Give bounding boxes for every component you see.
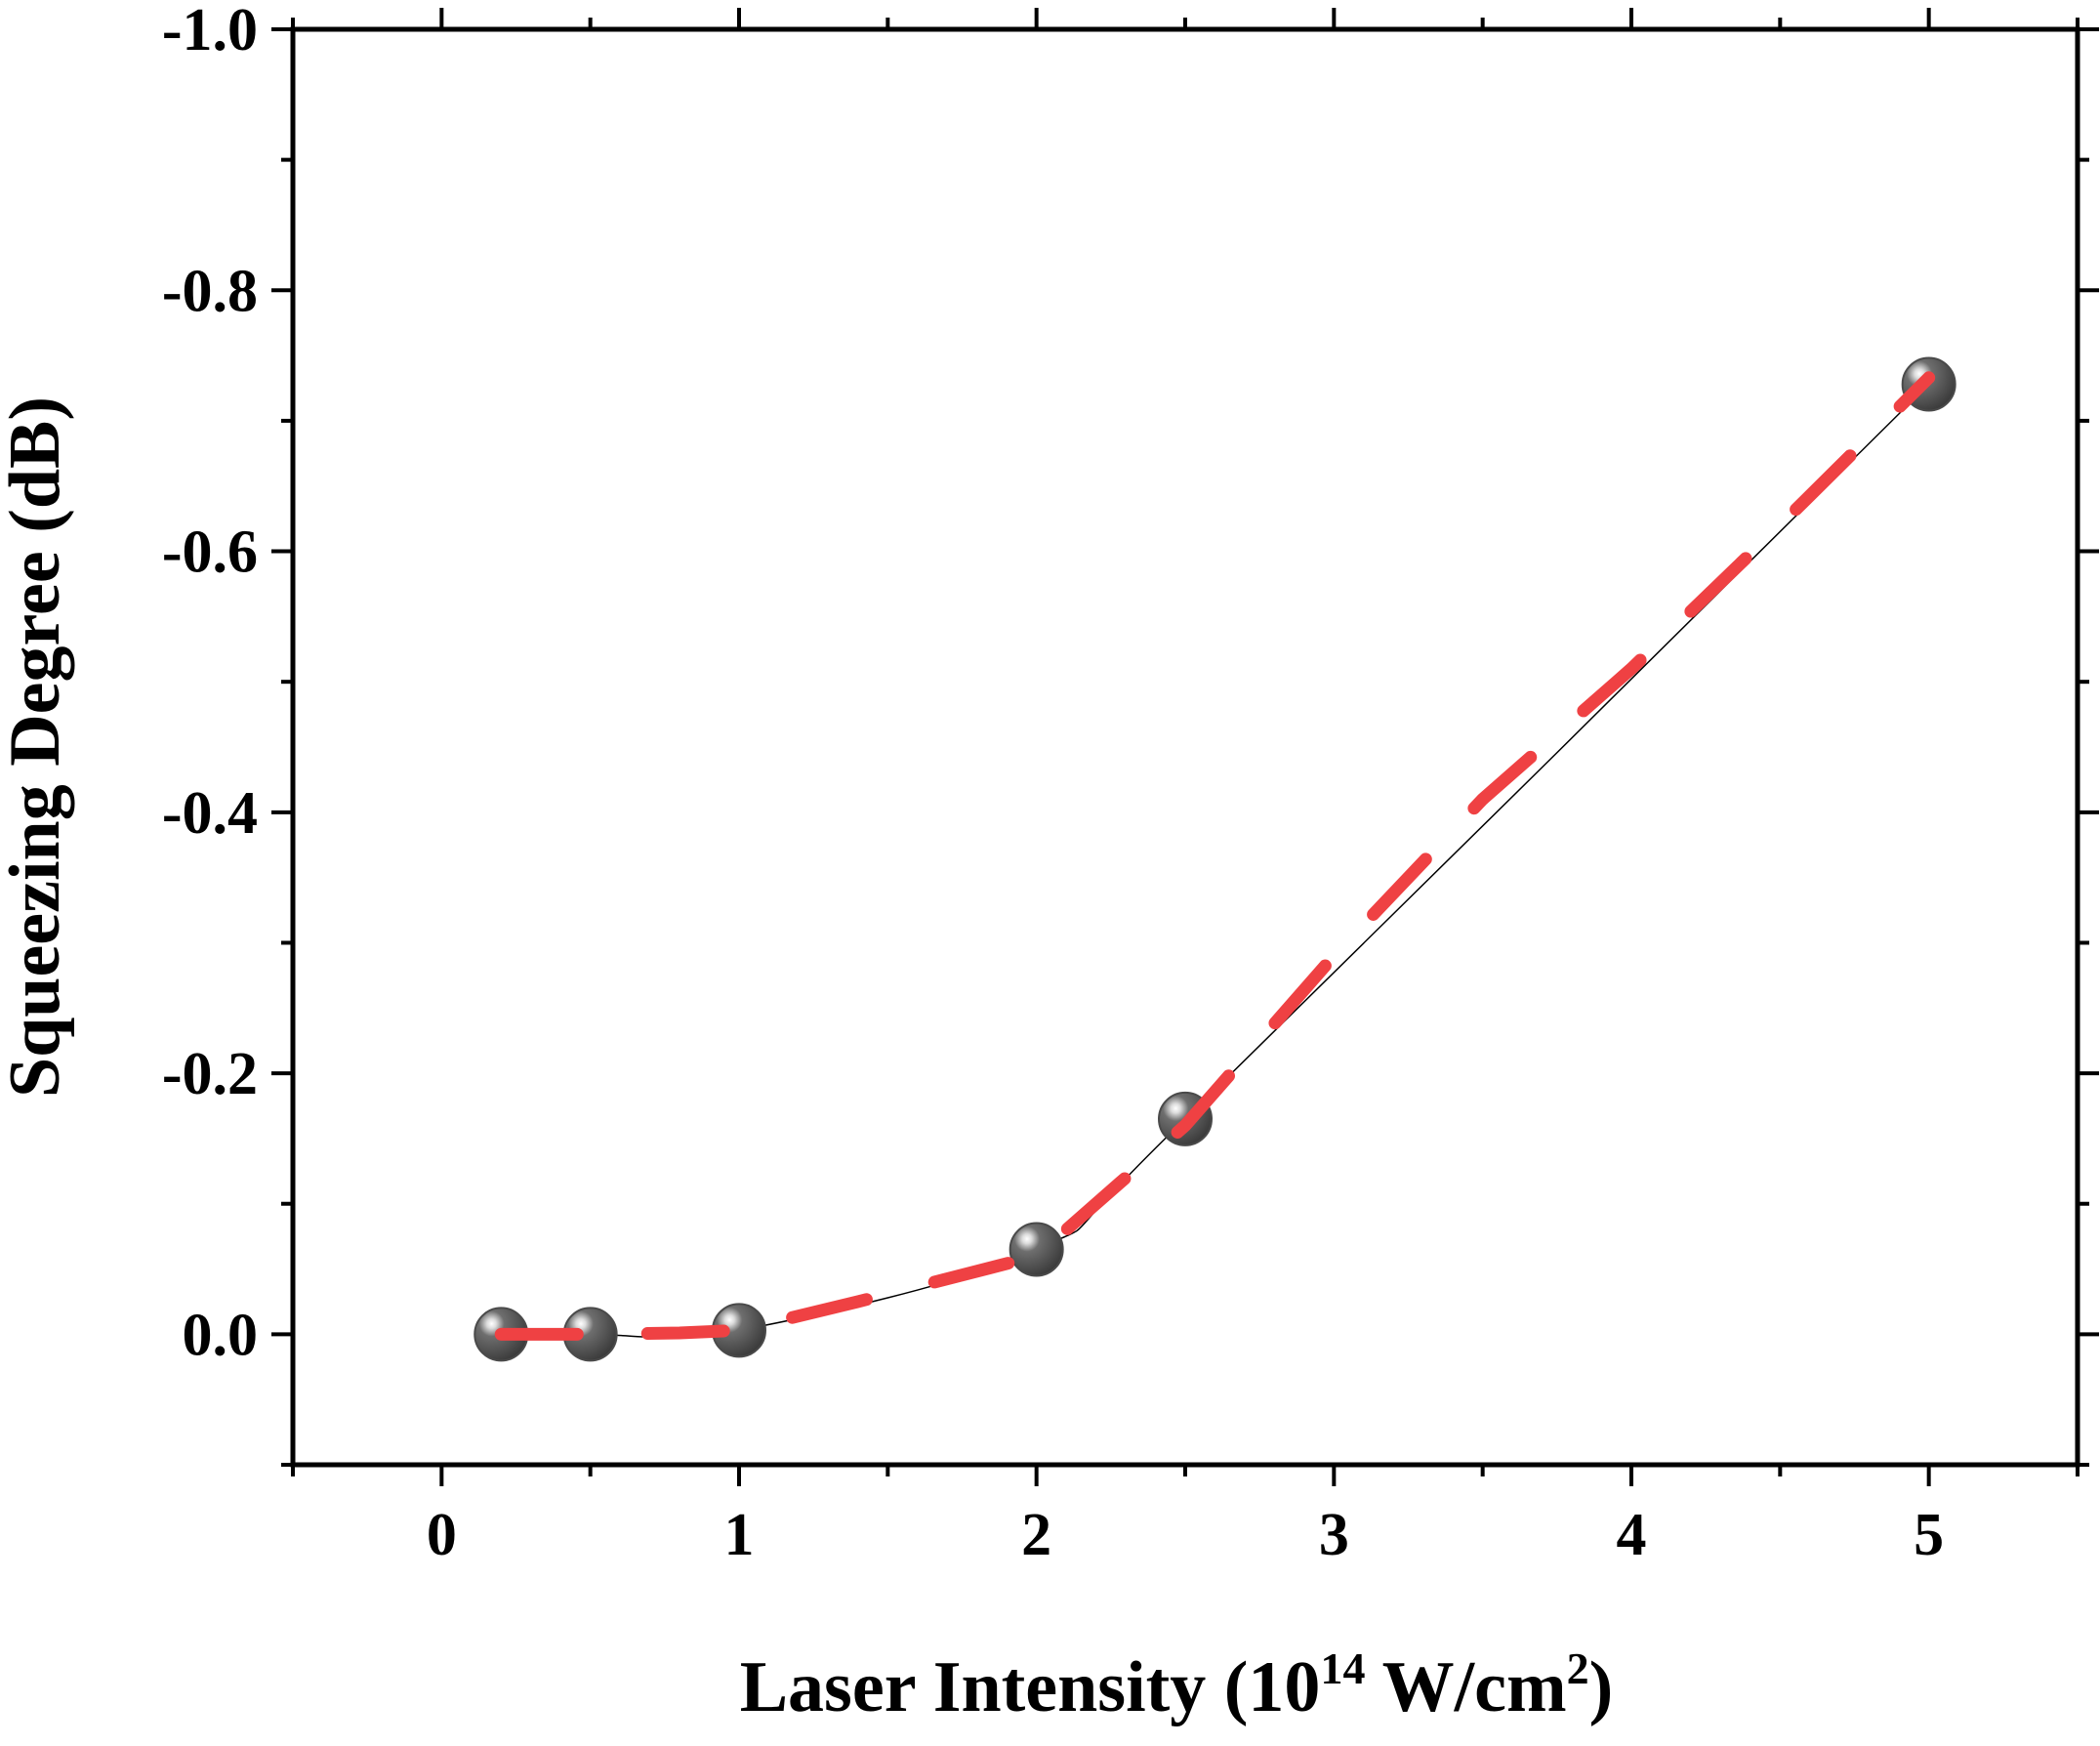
y-tick-label: -0.2 (162, 1041, 258, 1107)
data-point (1009, 1222, 1064, 1277)
connecting-line (501, 383, 1930, 1339)
x-axis-title-prefix: Laser Intensity (10 (740, 1647, 1321, 1727)
y-tick-label: 0.0 (183, 1302, 259, 1368)
plot-frame (290, 26, 2080, 1468)
y-axis-title: Squeezing Degree (dB) (0, 396, 75, 1098)
data-series (474, 356, 1956, 1362)
x-axis-title: Laser Intensity (1014 W/cm2) (740, 1643, 1614, 1727)
x-axis-title-unit-exponent: 2 (1567, 1643, 1589, 1693)
y-tick-label: -0.4 (162, 780, 258, 847)
tick-labels: 0 1 2 3 4 5 0.0 -0.2 -0.4 -0.6 -0.8 -1.0 (162, 0, 1944, 1568)
x-tick-label: 1 (724, 1502, 755, 1568)
y-tick-label: -1.0 (162, 0, 258, 63)
x-tick-label: 3 (1319, 1502, 1349, 1568)
x-axis-title-suffix: ) (1589, 1647, 1614, 1727)
x-tick-label: 5 (1914, 1502, 1944, 1568)
x-axis-title-middle: W/cm (1365, 1647, 1566, 1727)
y-tick-label: -0.6 (162, 520, 258, 586)
x-tick-label: 2 (1021, 1502, 1051, 1568)
x-tick-label: 4 (1617, 1502, 1647, 1568)
fit-dashed-line (494, 371, 1936, 1341)
x-axis-title-exponent: 14 (1320, 1643, 1365, 1693)
axis-ticks (271, 8, 2099, 1486)
x-tick-label: 0 (427, 1502, 457, 1568)
y-tick-label: -0.8 (162, 258, 258, 324)
